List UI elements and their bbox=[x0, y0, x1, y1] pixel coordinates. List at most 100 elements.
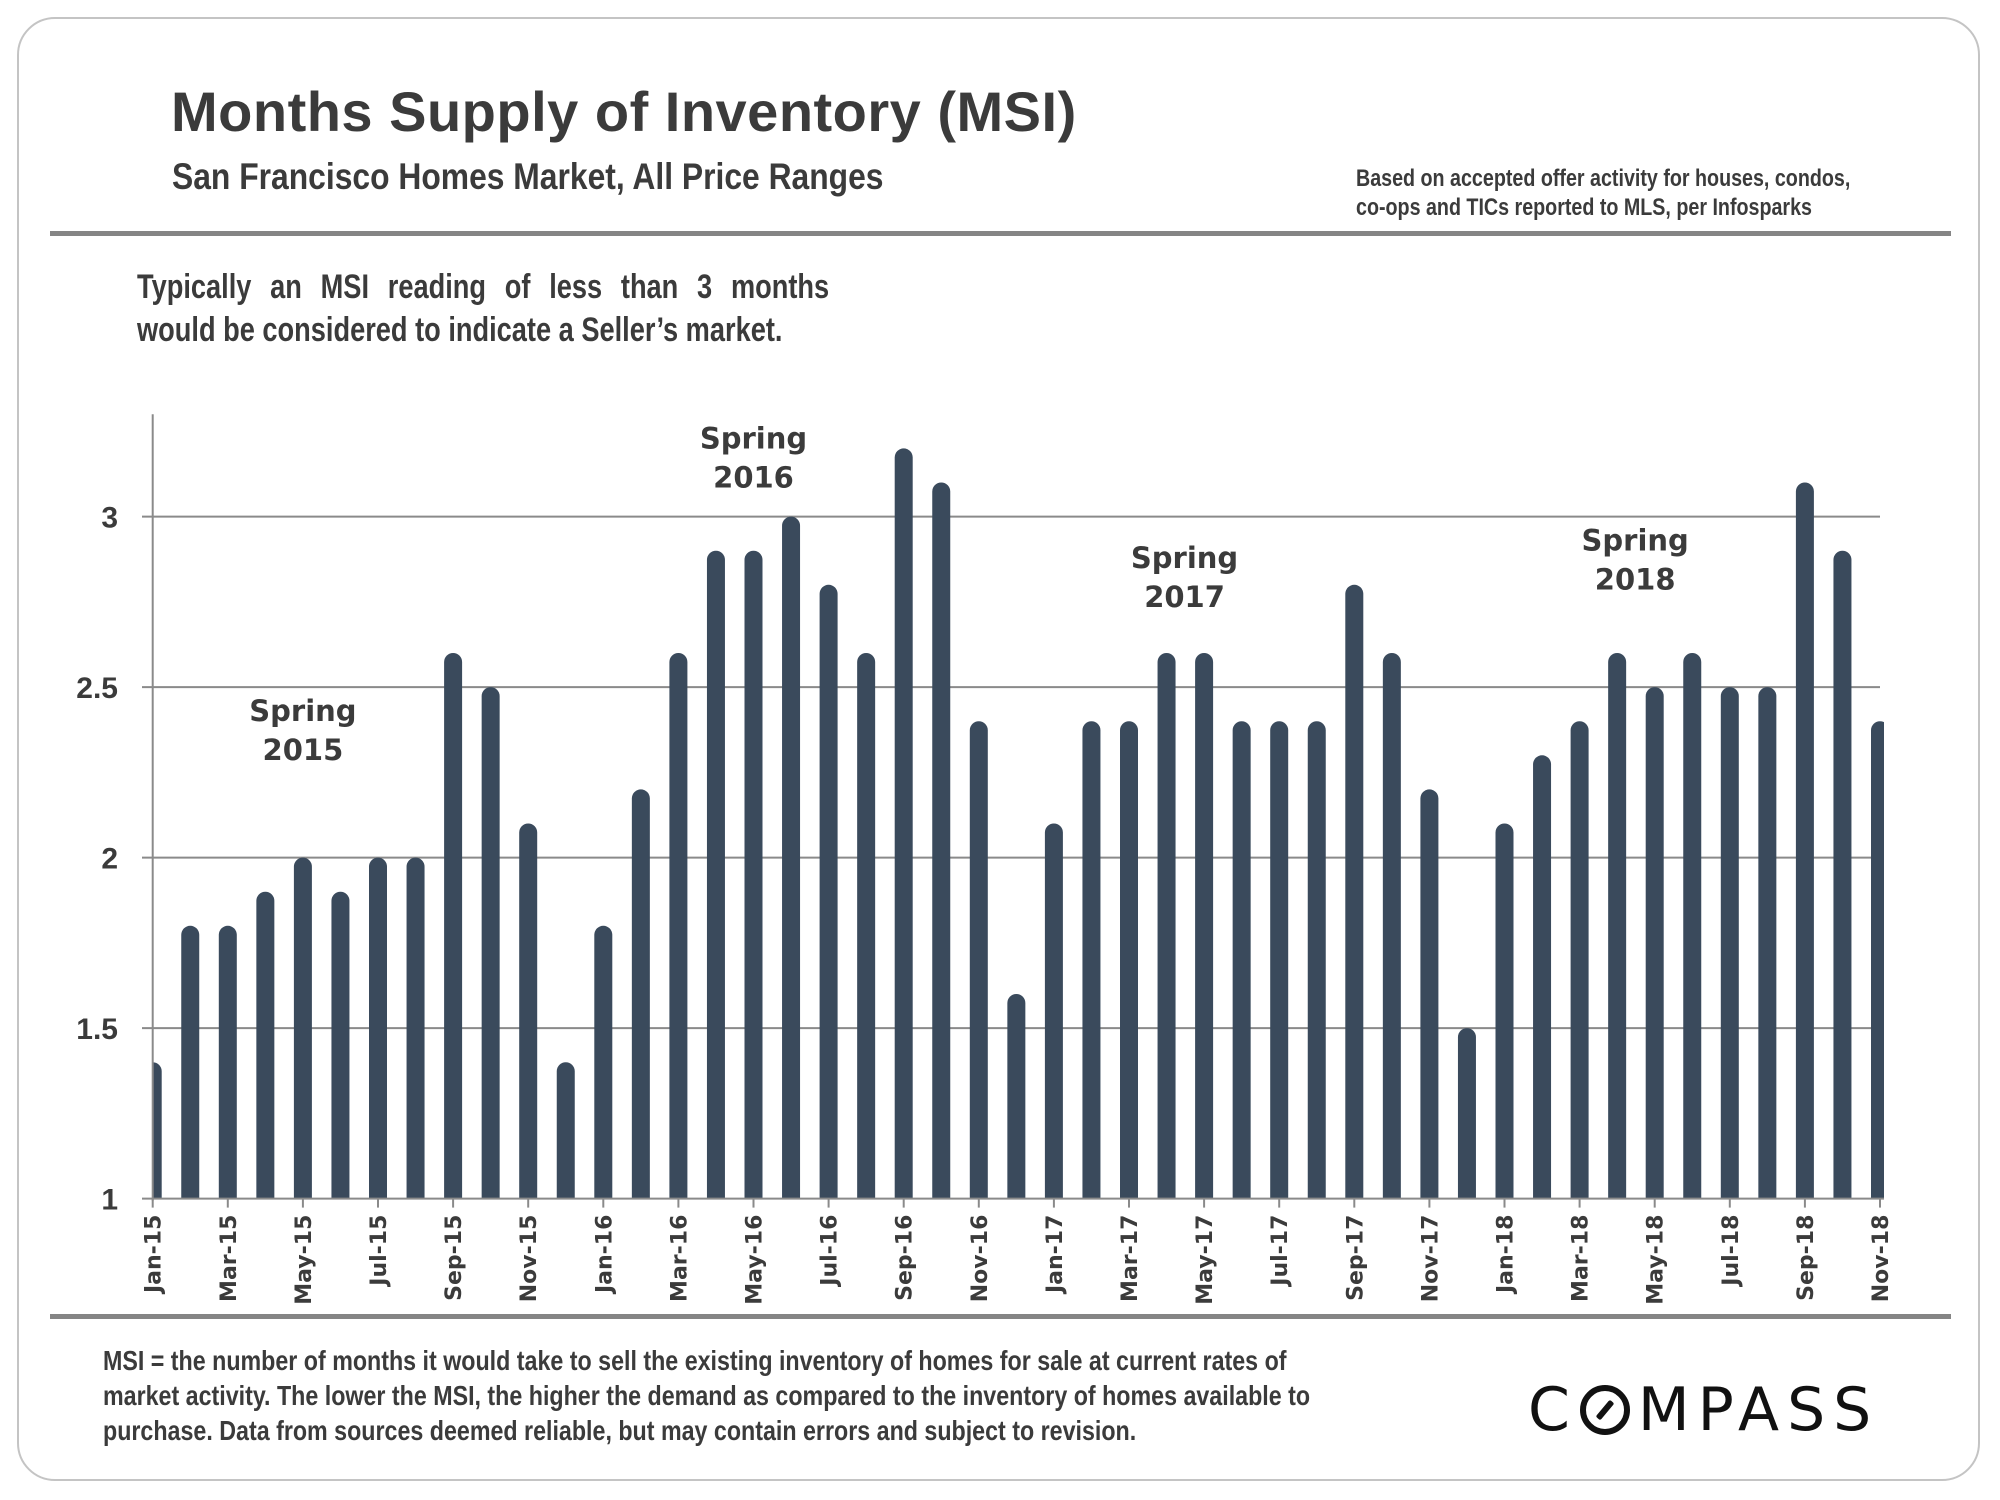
bar-apr-15 bbox=[256, 891, 275, 1199]
bar-dec-17 bbox=[1457, 1028, 1476, 1199]
compass-o-slash-icon bbox=[1579, 1385, 1630, 1435]
bar-jul-17 bbox=[1270, 721, 1289, 1199]
bar-mar-18 bbox=[1570, 721, 1589, 1199]
bar-jun-17 bbox=[1232, 721, 1251, 1199]
bar-feb-17 bbox=[1082, 721, 1101, 1199]
intro-line: Typically an MSI reading of less than 3 … bbox=[137, 268, 830, 306]
y-tick-label: 1.5 bbox=[76, 1013, 118, 1046]
header-divider bbox=[50, 231, 1951, 236]
x-tick-label: Jul-18 bbox=[1719, 1215, 1744, 1288]
x-tick-label: Mar-17 bbox=[1118, 1215, 1143, 1302]
footer-line: MSI = the number of months it would take… bbox=[103, 1345, 1287, 1376]
bar-dec-16 bbox=[1007, 994, 1026, 1199]
bar-jul-15 bbox=[369, 857, 387, 1199]
x-tick-label: Sep-16 bbox=[893, 1215, 918, 1301]
x-tick-label: Nov-15 bbox=[517, 1215, 542, 1303]
bar-jun-15 bbox=[331, 891, 350, 1199]
x-tick-label: Mar-15 bbox=[217, 1215, 242, 1302]
bar-may-16 bbox=[744, 550, 763, 1199]
x-tick-label: May-18 bbox=[1644, 1215, 1669, 1305]
bar-may-18 bbox=[1645, 687, 1664, 1199]
spring-annotation: 2015 bbox=[263, 733, 344, 767]
y-tick-label: 2 bbox=[101, 843, 118, 876]
bar-jun-16 bbox=[782, 516, 801, 1199]
x-tick-label: May-17 bbox=[1193, 1215, 1218, 1305]
source-note: Based on accepted offer activity for hou… bbox=[1356, 164, 1850, 222]
x-tick-label: Sep-15 bbox=[442, 1215, 467, 1301]
bar-feb-15 bbox=[181, 925, 200, 1199]
x-tick-label: Jan-15 bbox=[142, 1215, 167, 1295]
bar-apr-17 bbox=[1157, 653, 1176, 1199]
bar-jan-18 bbox=[1495, 823, 1514, 1199]
spring-annotation: 2016 bbox=[713, 460, 794, 494]
bar-feb-16 bbox=[631, 789, 650, 1199]
bar-nov-16 bbox=[969, 721, 988, 1199]
bars bbox=[153, 448, 1884, 1199]
bar-jan-17 bbox=[1044, 823, 1063, 1199]
x-tick-label: Jul-17 bbox=[1268, 1215, 1293, 1288]
y-axis-ticks: 1 1.5 2 2.5 3 bbox=[76, 502, 118, 1217]
x-tick-label: Jul-15 bbox=[367, 1215, 392, 1288]
bar-nov-17 bbox=[1420, 789, 1439, 1199]
spring-annotation: Spring bbox=[1582, 524, 1689, 558]
bar-aug-15 bbox=[406, 857, 425, 1199]
bar-mar-17 bbox=[1120, 721, 1138, 1199]
compass-logo: C MPASS bbox=[1528, 1380, 1879, 1440]
x-tick-label: Jul-16 bbox=[818, 1215, 843, 1288]
source-note-line: Based on accepted offer activity for hou… bbox=[1356, 165, 1851, 192]
bar-jan-16 bbox=[594, 925, 613, 1199]
x-axis-ticks: Jan-15 Mar-15 May-15 Jul-15 Sep-15 Nov-15 Jan-… bbox=[142, 1198, 1894, 1305]
bar-mar-15 bbox=[218, 925, 237, 1199]
x-tick-label: Sep-18 bbox=[1794, 1215, 1819, 1301]
spring-annotation: Spring bbox=[700, 421, 807, 455]
y-tick-label: 3 bbox=[101, 502, 118, 535]
bar-nov-15 bbox=[519, 823, 538, 1199]
bar-oct-16 bbox=[932, 482, 951, 1199]
x-tick-label: Sep-17 bbox=[1343, 1215, 1368, 1301]
bar-aug-16 bbox=[857, 653, 876, 1199]
x-tick-label: Nov-18 bbox=[1869, 1215, 1894, 1303]
x-tick-label: Mar-16 bbox=[667, 1215, 692, 1302]
y-tick-label: 2.5 bbox=[76, 672, 118, 705]
spring-annotation: Spring bbox=[1131, 541, 1238, 575]
footer-line: market activity. The lower the MSI, the … bbox=[103, 1380, 1311, 1411]
bar-aug-17 bbox=[1307, 721, 1326, 1199]
source-note-line: co-ops and TICs reported to MLS, per Inf… bbox=[1356, 194, 1812, 221]
spring-annotation: Spring bbox=[249, 694, 356, 728]
bar-apr-16 bbox=[706, 550, 725, 1199]
x-tick-label: Jan-18 bbox=[1494, 1215, 1519, 1295]
x-tick-label: Jan-17 bbox=[1043, 1215, 1068, 1295]
x-tick-label: May-15 bbox=[292, 1215, 317, 1305]
chart-title: Months Supply of Inventory (MSI) bbox=[171, 80, 1077, 143]
bar-may-17 bbox=[1195, 653, 1214, 1199]
bar-jan-15 bbox=[153, 1062, 162, 1199]
logo-letters: MPASS bbox=[1637, 1375, 1880, 1445]
bar-dec-15 bbox=[556, 1062, 575, 1199]
x-tick-label: Nov-17 bbox=[1418, 1215, 1443, 1303]
axes bbox=[142, 414, 1884, 1201]
bar-oct-18 bbox=[1833, 550, 1852, 1199]
bar-jul-16 bbox=[819, 584, 838, 1199]
bar-feb-18 bbox=[1533, 755, 1552, 1199]
bar-may-15 bbox=[293, 857, 312, 1199]
footer-disclaimer: MSI = the number of months it would take… bbox=[103, 1343, 1310, 1448]
bar-mar-16 bbox=[669, 653, 688, 1199]
y-tick-label: 1 bbox=[101, 1184, 118, 1217]
chart-subtitle: San Francisco Homes Market, All Price Ra… bbox=[172, 156, 884, 197]
bar-aug-18 bbox=[1758, 687, 1777, 1199]
x-tick-label: May-16 bbox=[743, 1215, 768, 1305]
bar-sep-16 bbox=[894, 448, 913, 1199]
footer-divider bbox=[50, 1314, 1951, 1319]
intro-line: would be considered to indicate a Seller… bbox=[137, 311, 783, 349]
bar-oct-17 bbox=[1382, 653, 1401, 1199]
bar-jun-18 bbox=[1683, 653, 1702, 1199]
intro-text: Typically an MSI reading of less than 3 … bbox=[137, 266, 829, 352]
logo-letter: C bbox=[1528, 1375, 1578, 1445]
spring-annotation: 2018 bbox=[1595, 563, 1676, 597]
bar-apr-18 bbox=[1608, 653, 1627, 1199]
annotations: Spring 2015 Spring 2016 Spring 2017 Spring 2018 bbox=[249, 421, 1689, 767]
bar-sep-18 bbox=[1795, 482, 1814, 1199]
spring-annotation: 2017 bbox=[1144, 580, 1225, 614]
footer-line: purchase. Data from sources deemed relia… bbox=[103, 1415, 1137, 1446]
